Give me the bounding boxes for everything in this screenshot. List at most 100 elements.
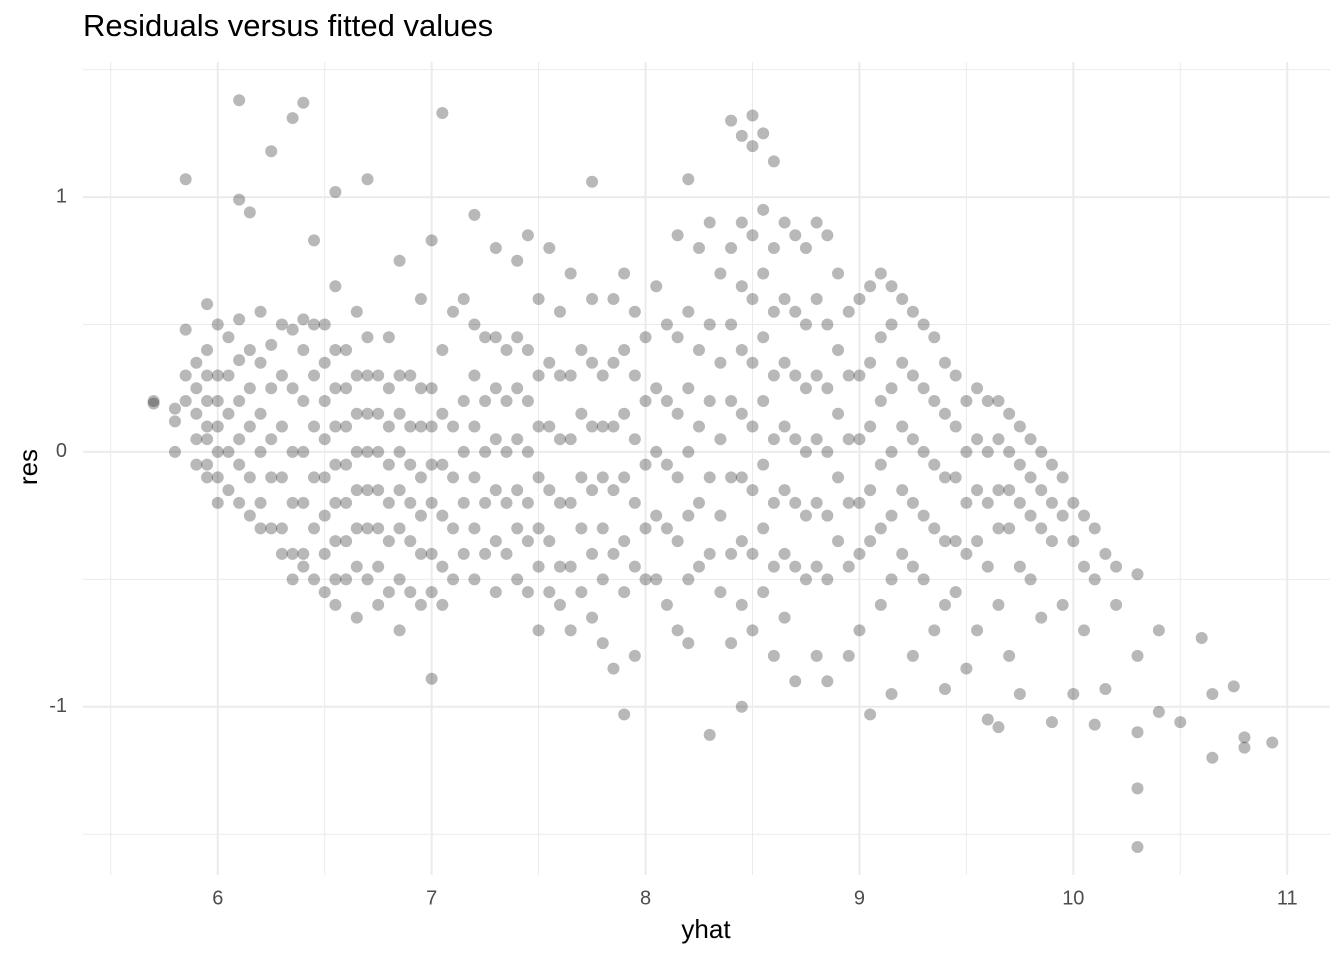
point	[404, 496, 417, 509]
point	[821, 573, 834, 586]
point	[928, 394, 941, 407]
tick-labels: 6 7 8 9 10 11 -1 0 1	[49, 185, 1297, 909]
point	[532, 471, 545, 484]
point	[1067, 496, 1080, 509]
point	[340, 382, 353, 395]
point	[382, 331, 395, 344]
point	[479, 445, 492, 458]
point	[468, 208, 481, 221]
point	[286, 112, 299, 125]
point	[789, 496, 802, 509]
point	[618, 708, 631, 721]
point	[511, 254, 524, 267]
point	[190, 356, 203, 369]
point	[928, 624, 941, 637]
point	[564, 369, 577, 382]
point	[842, 560, 855, 573]
point	[821, 445, 834, 458]
point	[960, 547, 973, 560]
point	[1013, 420, 1026, 433]
point	[436, 458, 449, 471]
point	[190, 458, 203, 471]
point	[222, 369, 235, 382]
point	[564, 267, 577, 280]
y-tick-label: -1	[49, 695, 67, 717]
point	[553, 369, 566, 382]
point	[201, 343, 214, 356]
point	[254, 305, 267, 318]
point	[500, 343, 513, 356]
point	[457, 496, 470, 509]
point	[211, 471, 224, 484]
point	[821, 509, 834, 522]
point	[917, 318, 930, 331]
point	[735, 407, 748, 420]
point	[564, 560, 577, 573]
point	[436, 598, 449, 611]
point	[1035, 611, 1048, 624]
point	[650, 382, 663, 395]
point	[789, 229, 802, 242]
x-tick-label: 10	[1062, 887, 1084, 909]
point	[789, 305, 802, 318]
point	[1045, 458, 1058, 471]
point	[1013, 496, 1026, 509]
point	[596, 420, 609, 433]
point	[489, 382, 502, 395]
point	[201, 369, 214, 382]
point	[682, 637, 695, 650]
point	[971, 484, 984, 497]
point	[778, 293, 791, 306]
point	[896, 293, 909, 306]
points	[147, 94, 1279, 853]
point	[553, 598, 566, 611]
point	[372, 484, 385, 497]
point	[885, 509, 898, 522]
point	[179, 394, 192, 407]
point	[265, 522, 278, 535]
point	[447, 305, 460, 318]
point	[1078, 509, 1091, 522]
point	[1174, 716, 1187, 729]
point	[447, 420, 460, 433]
point	[1206, 688, 1219, 701]
point	[725, 637, 738, 650]
point	[778, 547, 791, 560]
point	[254, 356, 267, 369]
point	[703, 318, 716, 331]
point	[543, 420, 556, 433]
point	[436, 509, 449, 522]
point	[201, 471, 214, 484]
point	[361, 407, 374, 420]
point	[457, 445, 470, 458]
x-tick-label: 6	[212, 887, 223, 909]
point	[233, 394, 246, 407]
point	[521, 229, 534, 242]
point	[864, 484, 877, 497]
point	[489, 535, 502, 548]
point	[1206, 751, 1219, 764]
point	[799, 445, 812, 458]
point	[789, 369, 802, 382]
point	[853, 293, 866, 306]
point	[243, 471, 256, 484]
point	[853, 496, 866, 509]
point	[425, 586, 438, 599]
point	[714, 356, 727, 369]
point	[596, 637, 609, 650]
point	[286, 573, 299, 586]
point	[1110, 598, 1123, 611]
point	[1056, 471, 1069, 484]
point	[468, 369, 481, 382]
point	[906, 369, 919, 382]
x-axis-title: yhat	[681, 914, 731, 944]
point	[735, 216, 748, 229]
point	[468, 318, 481, 331]
point	[372, 598, 385, 611]
point	[1024, 471, 1037, 484]
point	[479, 394, 492, 407]
point	[350, 369, 363, 382]
point	[832, 267, 845, 280]
point	[628, 305, 641, 318]
point	[265, 433, 278, 446]
